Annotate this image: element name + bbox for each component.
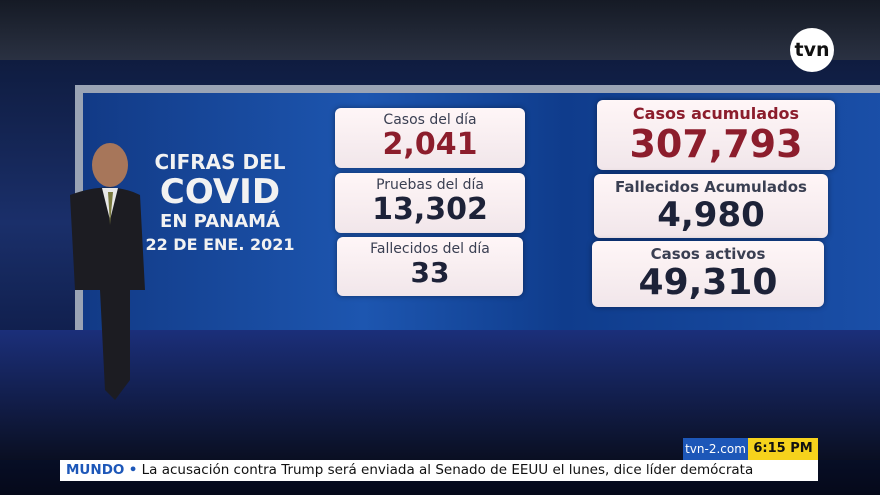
stat-card: Casos acumulados 307,793	[597, 100, 835, 170]
stat-value: 13,302	[372, 192, 488, 227]
stat-label: Casos del día	[383, 112, 477, 128]
stat-label: Casos acumulados	[632, 104, 800, 123]
stat-card: Fallecidos del día 33	[337, 237, 523, 296]
stat-label: Pruebas del día	[376, 177, 484, 193]
title-line: EN PANAMÁ	[160, 211, 280, 232]
site-label: tvn-2.com	[683, 438, 748, 460]
stat-label: Fallecidos del día	[370, 241, 490, 257]
presenter	[70, 143, 145, 400]
stat-value: 307,793	[629, 122, 803, 166]
stat-card: Casos activos 49,310	[592, 241, 824, 307]
stat-card: Casos del día 2,041	[335, 108, 525, 168]
stat-label: Fallecidos Acumulados	[615, 178, 807, 196]
title-line: CIFRAS DEL	[154, 150, 286, 174]
title-line: COVID	[159, 172, 281, 212]
ticker-section: MUNDO	[66, 462, 125, 478]
title-line: 22 DE ENE. 2021	[145, 235, 295, 254]
clock: 6:15 PM	[748, 438, 818, 460]
stat-value: 49,310	[638, 262, 778, 303]
stat-value: 2,041	[382, 127, 478, 162]
stat-card: Pruebas del día 13,302	[335, 173, 525, 233]
channel-logo: tvn	[790, 28, 834, 72]
news-ticker: MUNDO • La acusación contra Trump será e…	[60, 460, 818, 481]
stat-value: 33	[410, 256, 450, 289]
stat-label: Casos activos	[650, 245, 766, 263]
stat-value: 4,980	[657, 195, 765, 235]
stat-card: Fallecidos Acumulados 4,980	[594, 174, 828, 238]
ticker-headline: La acusación contra Trump será enviada a…	[141, 462, 754, 478]
studio-ceiling	[0, 0, 880, 60]
